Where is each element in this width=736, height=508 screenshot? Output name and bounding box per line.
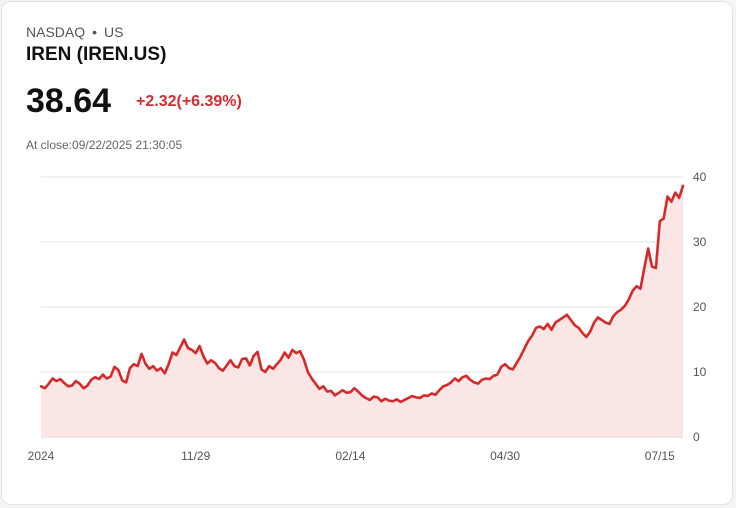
y-tick-label-0: 0 [693,430,700,444]
y-tick-label-30: 30 [693,235,707,249]
separator-dot: • [92,24,98,40]
x-tick-label-04-30: 04/30 [490,449,520,463]
exchange-label: NASDAQ [26,24,86,40]
y-tick-label-40: 40 [693,170,707,184]
exchange-line: NASDAQ • US [26,24,123,40]
x-tick-label-02-14: 02/14 [335,449,365,463]
close-timestamp: At close:09/22/2025 21:30:05 [26,138,183,152]
x-tick-label-07-15: 07/15 [645,449,675,463]
price-change: +2.32(+6.39%) [136,93,242,110]
y-tick-label-10: 10 [693,365,707,379]
x-tick-label-2024: 2024 [28,449,55,463]
ticker-title: IREN (IREN.US) [26,44,167,65]
price-line [39,184,685,404]
y-tick-label-20: 20 [693,300,707,314]
price-area-fill [41,185,683,437]
last-price: 38.64 [26,82,112,120]
market-label: US [104,24,124,40]
x-tick-label-11-29: 11/29 [181,449,210,463]
